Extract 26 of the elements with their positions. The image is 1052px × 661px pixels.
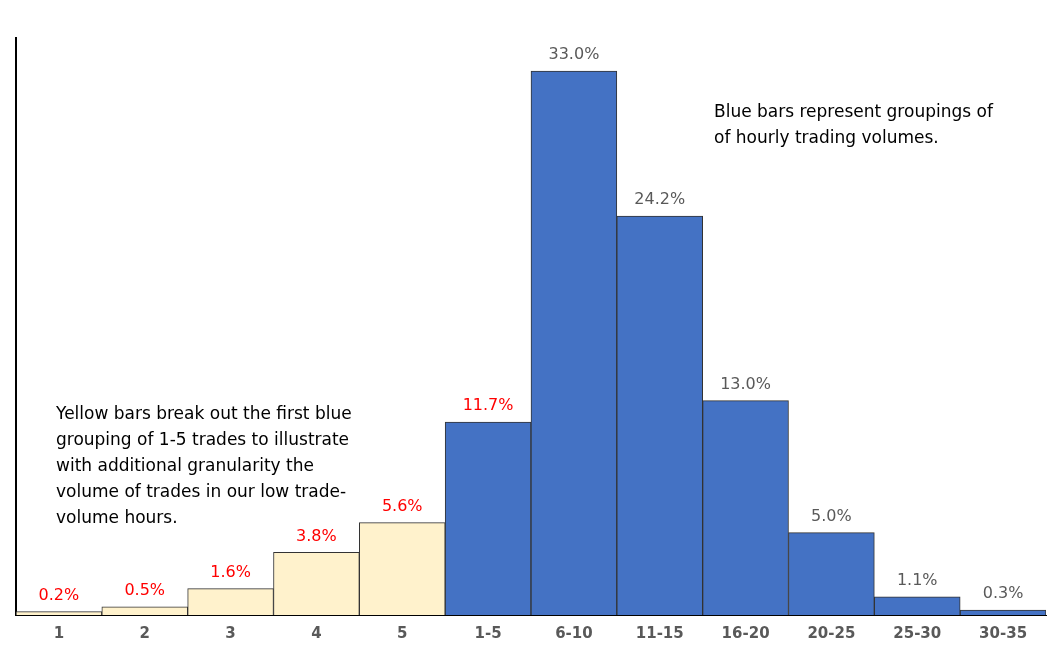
x-tick-label: 6-10 [555, 623, 593, 642]
data-label: 1.6% [210, 561, 251, 581]
x-tick-label: 30-35 [979, 623, 1028, 642]
x-tick-label: 2 [139, 623, 150, 642]
x-tick-label: 11-15 [635, 623, 684, 642]
data-label: 3.8% [296, 525, 337, 545]
annotation: Blue bars represent groupings of of hourly trading volumes. [714, 100, 995, 149]
data-label: 0.5% [124, 579, 166, 599]
x-tick-label: 16-20 [721, 623, 770, 642]
data-label: 5.6% [381, 495, 423, 515]
x-tick-label: 25-30 [893, 623, 942, 642]
data-label: 33.0% [548, 44, 600, 64]
x-tick-label: 5 [397, 623, 408, 642]
x-tick-label: 1-5 [474, 623, 502, 642]
data-label: 13.0% [720, 373, 771, 393]
data-label: 24.2% [634, 189, 686, 209]
data-label: 0.2% [38, 584, 80, 604]
data-label: 5.0% [811, 505, 852, 525]
x-tick-label: 20-25 [807, 623, 856, 642]
data-label: 0.3% [982, 583, 1024, 603]
data-label: 11.7% [462, 395, 514, 415]
x-tick-label: 3 [225, 623, 236, 642]
data-label: 1.1% [896, 570, 938, 590]
x-tick-label: 4 [311, 623, 322, 642]
annotation: Yellow bars break out the first blue grouping of 1-5 trades to illustrate with additional granularity the volume of trades in our low trade-volume hours. [56, 403, 352, 527]
x-tick-label: 1 [53, 623, 65, 642]
